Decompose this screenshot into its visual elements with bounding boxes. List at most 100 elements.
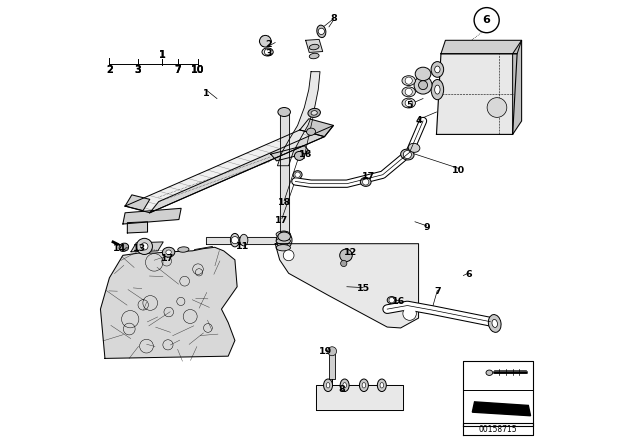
- Text: 5: 5: [406, 101, 413, 110]
- Text: 00158715: 00158715: [479, 425, 517, 434]
- Circle shape: [340, 249, 352, 262]
- Ellipse shape: [360, 379, 369, 392]
- Polygon shape: [513, 40, 522, 134]
- Text: 10: 10: [452, 166, 465, 175]
- Circle shape: [405, 99, 412, 107]
- Ellipse shape: [408, 143, 420, 152]
- Ellipse shape: [415, 67, 431, 81]
- Ellipse shape: [276, 231, 291, 237]
- Ellipse shape: [362, 383, 365, 388]
- Ellipse shape: [278, 232, 291, 241]
- Ellipse shape: [492, 319, 497, 327]
- Ellipse shape: [119, 243, 129, 251]
- Polygon shape: [463, 361, 533, 426]
- Ellipse shape: [230, 233, 239, 247]
- Ellipse shape: [340, 379, 349, 392]
- Ellipse shape: [166, 250, 172, 254]
- Ellipse shape: [402, 76, 415, 86]
- Polygon shape: [123, 208, 181, 224]
- Ellipse shape: [419, 81, 428, 90]
- Polygon shape: [127, 222, 148, 233]
- Circle shape: [405, 88, 412, 95]
- Polygon shape: [125, 195, 150, 211]
- Ellipse shape: [326, 383, 330, 388]
- Text: 7: 7: [175, 65, 181, 75]
- Ellipse shape: [240, 234, 248, 246]
- Text: 16: 16: [392, 297, 405, 306]
- Ellipse shape: [431, 62, 444, 77]
- Polygon shape: [472, 402, 531, 416]
- Ellipse shape: [293, 171, 302, 179]
- Text: 2: 2: [106, 65, 113, 75]
- Text: 6: 6: [483, 15, 491, 25]
- Text: 18: 18: [278, 198, 291, 207]
- Circle shape: [487, 98, 507, 117]
- Text: 17: 17: [161, 254, 174, 263]
- Text: 1: 1: [159, 50, 166, 60]
- Text: 2: 2: [265, 40, 272, 49]
- Ellipse shape: [380, 383, 383, 388]
- Text: 15: 15: [356, 284, 369, 293]
- Text: 17: 17: [362, 172, 375, 181]
- Ellipse shape: [378, 379, 387, 392]
- Ellipse shape: [309, 53, 319, 59]
- Text: 6: 6: [465, 270, 472, 279]
- Ellipse shape: [402, 98, 415, 108]
- Ellipse shape: [262, 48, 273, 56]
- Circle shape: [284, 250, 294, 261]
- Ellipse shape: [435, 66, 440, 73]
- Ellipse shape: [343, 383, 346, 388]
- Text: 12: 12: [344, 248, 357, 257]
- Circle shape: [405, 77, 412, 84]
- Circle shape: [318, 28, 324, 34]
- Polygon shape: [280, 112, 289, 237]
- Circle shape: [403, 151, 412, 159]
- Ellipse shape: [307, 128, 316, 135]
- Text: 11: 11: [236, 242, 250, 251]
- Polygon shape: [306, 39, 323, 52]
- Ellipse shape: [276, 245, 291, 251]
- Text: 19: 19: [319, 347, 332, 356]
- Circle shape: [279, 235, 289, 246]
- Circle shape: [260, 35, 271, 47]
- Ellipse shape: [401, 149, 414, 160]
- Ellipse shape: [387, 297, 396, 304]
- Text: 8: 8: [330, 14, 337, 23]
- Polygon shape: [125, 130, 324, 213]
- Text: 3: 3: [265, 49, 272, 58]
- Polygon shape: [463, 423, 533, 435]
- Ellipse shape: [431, 80, 444, 99]
- Circle shape: [136, 238, 152, 254]
- Ellipse shape: [317, 25, 326, 38]
- Text: 9: 9: [423, 223, 430, 232]
- Ellipse shape: [276, 231, 292, 249]
- Polygon shape: [271, 146, 310, 161]
- Ellipse shape: [125, 248, 128, 250]
- Circle shape: [328, 347, 337, 356]
- Circle shape: [389, 297, 394, 303]
- Polygon shape: [275, 244, 419, 328]
- Ellipse shape: [324, 379, 333, 392]
- Polygon shape: [131, 242, 163, 252]
- Ellipse shape: [278, 108, 291, 116]
- Ellipse shape: [178, 247, 189, 252]
- Ellipse shape: [308, 108, 321, 117]
- Circle shape: [295, 172, 300, 177]
- Circle shape: [362, 179, 369, 185]
- Text: 3: 3: [134, 65, 141, 75]
- Polygon shape: [206, 237, 284, 244]
- Circle shape: [264, 49, 271, 55]
- Polygon shape: [100, 247, 237, 358]
- Ellipse shape: [402, 87, 415, 97]
- Text: 17: 17: [275, 216, 289, 225]
- Text: 1: 1: [159, 50, 166, 60]
- Text: 3: 3: [134, 65, 141, 75]
- Polygon shape: [436, 54, 517, 134]
- Polygon shape: [150, 125, 333, 213]
- Text: 1: 1: [202, 89, 209, 98]
- Ellipse shape: [276, 238, 291, 244]
- Polygon shape: [316, 385, 403, 410]
- Ellipse shape: [488, 314, 501, 332]
- Polygon shape: [278, 72, 320, 166]
- Text: 16: 16: [299, 150, 312, 159]
